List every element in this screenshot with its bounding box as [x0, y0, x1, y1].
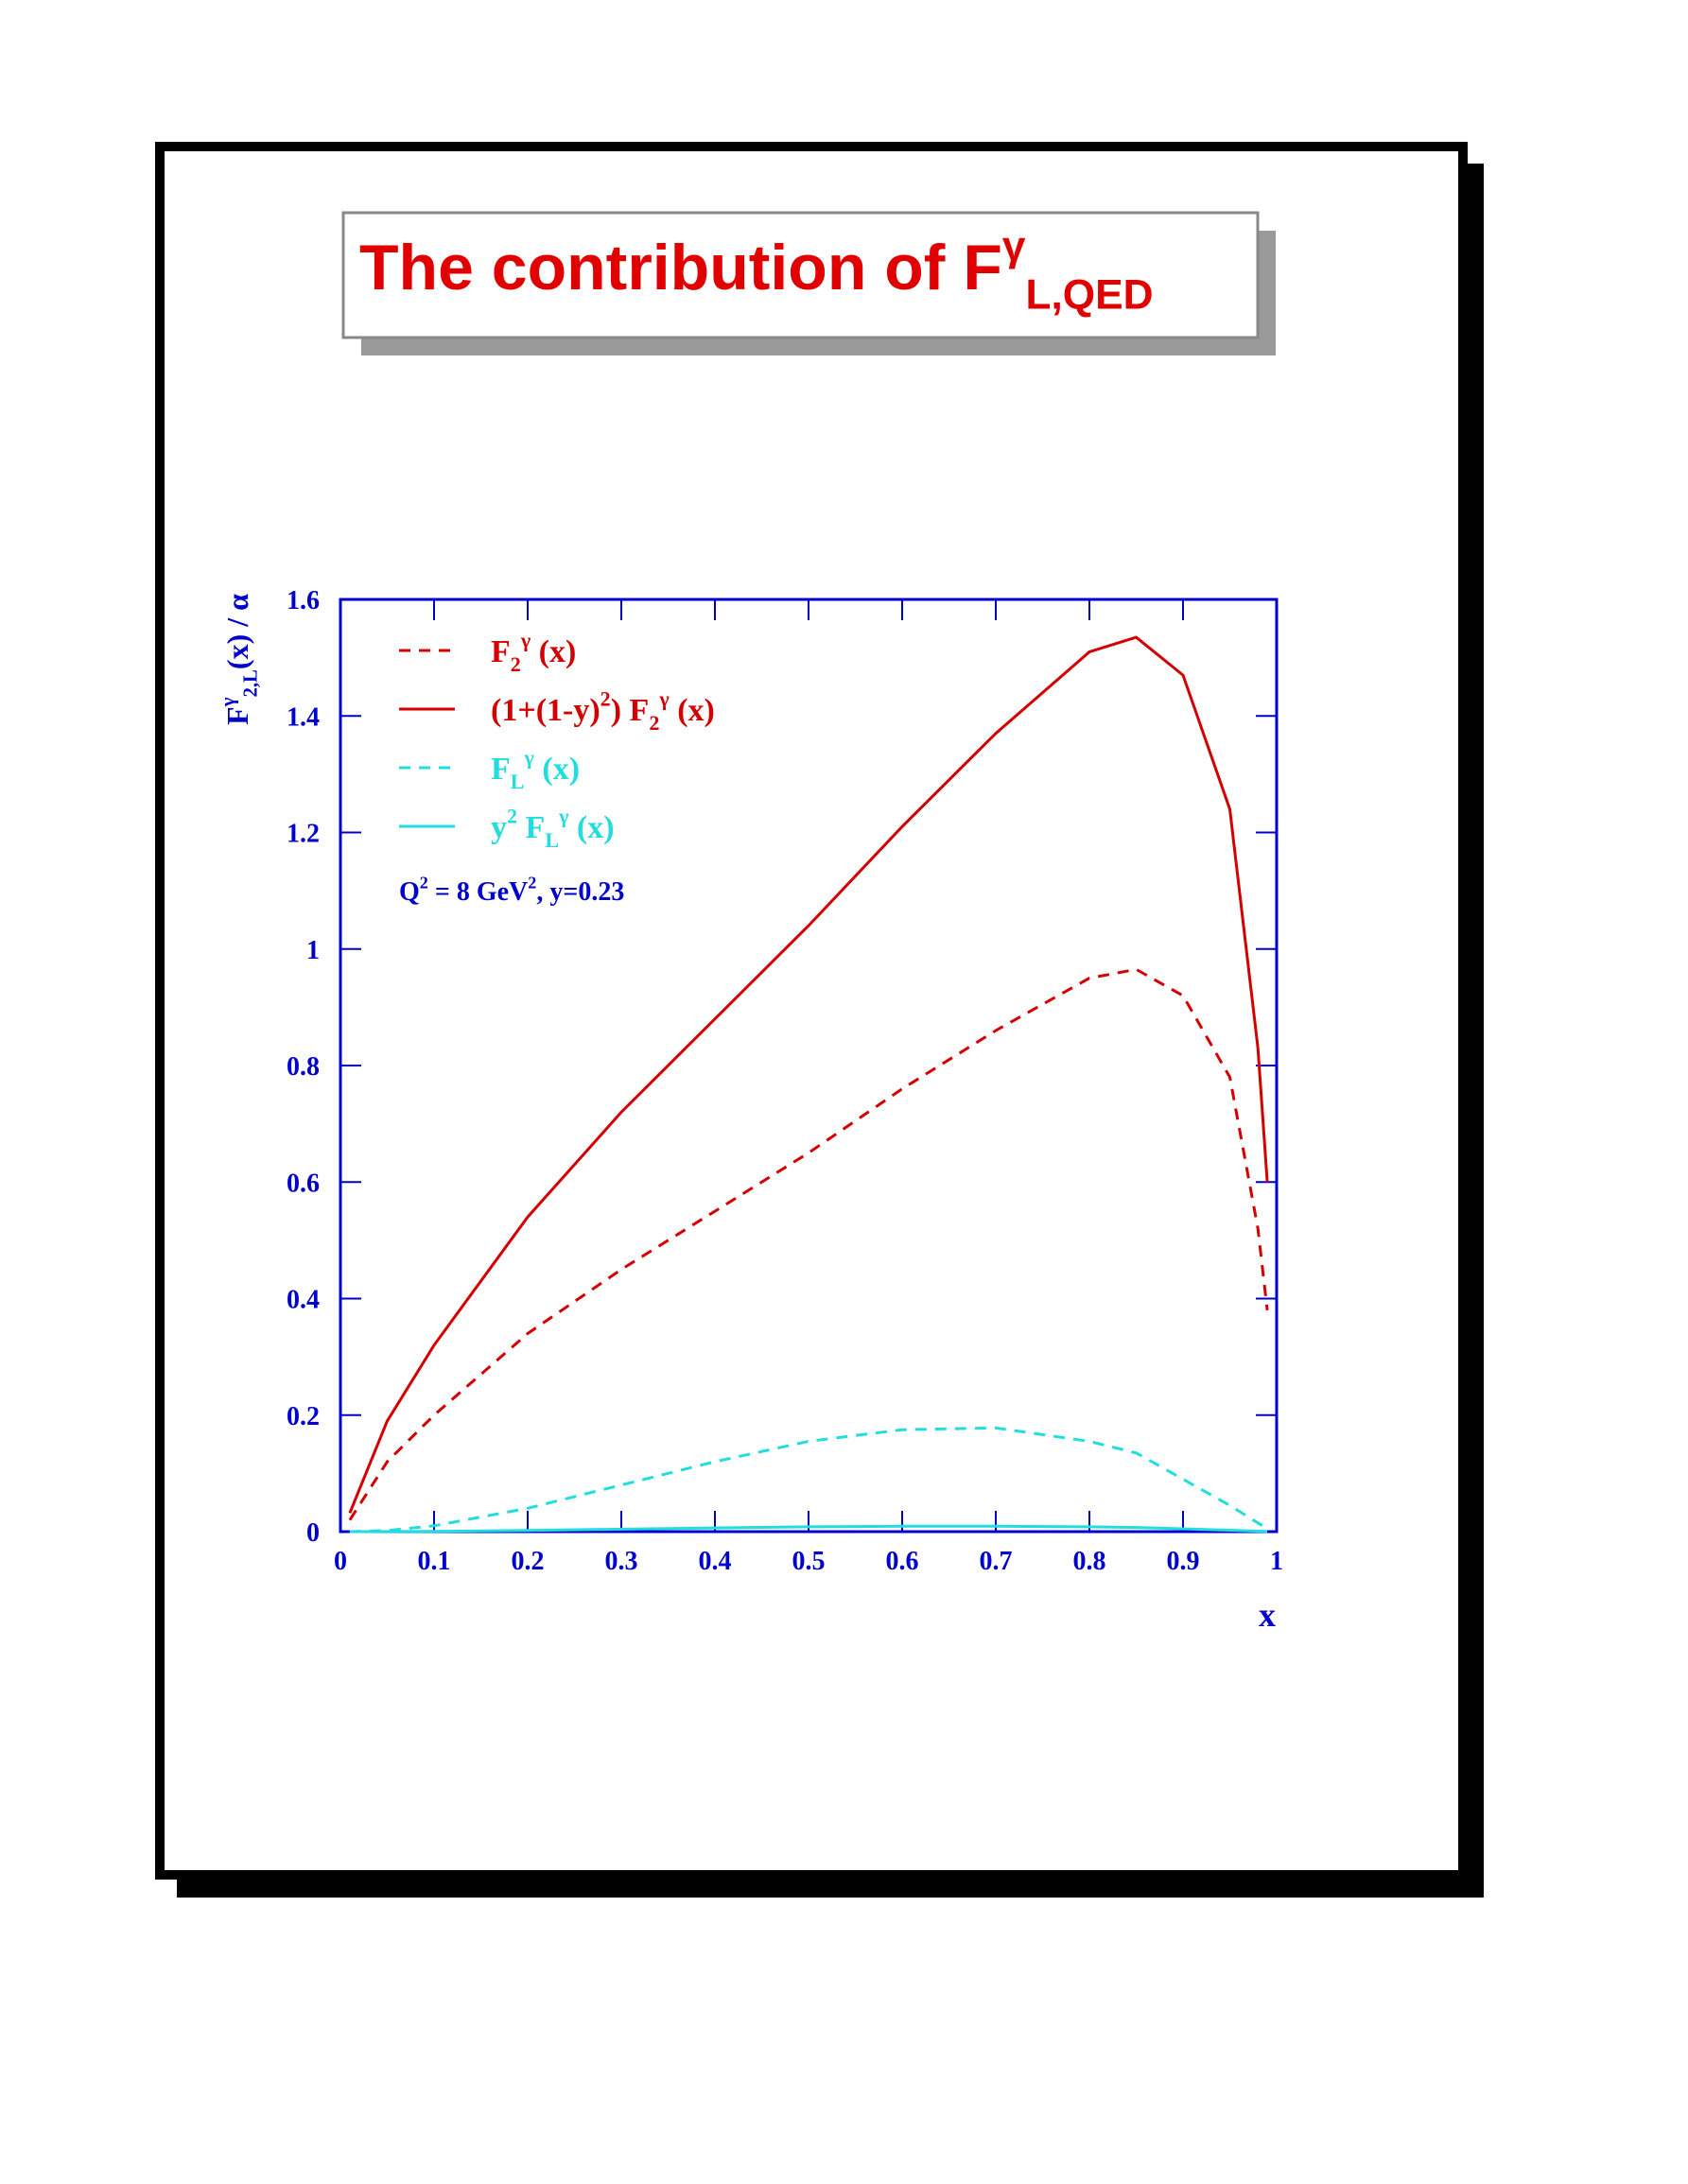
y-tick-label: 1.2 [287, 820, 320, 849]
x-tick-label: 0.6 [886, 1547, 919, 1576]
y-axis-label: Fγ2,L(x) / α [218, 594, 262, 725]
legend-label: y2 FLγ (x) [491, 805, 615, 853]
y-tick-label: 1.6 [287, 586, 320, 615]
series-line [349, 1426, 1268, 1534]
y-tick-label: 1 [306, 936, 320, 965]
y-tick-label: 0 [306, 1518, 320, 1548]
series-line [349, 1524, 1268, 1534]
chart-title: The contribution of FγL,QED [359, 223, 1153, 318]
x-tick-label: 0.4 [699, 1547, 732, 1576]
title-box [341, 211, 1260, 339]
legend-label: (1+(1-y)2) F2γ (x) [491, 687, 715, 736]
x-axis-label: x [1259, 1596, 1276, 1634]
x-tick-label: 0.7 [980, 1547, 1013, 1576]
y-tick-label: 0.6 [287, 1169, 320, 1198]
y-tick-label: 0.8 [287, 1052, 320, 1082]
y-tick-label: 0.2 [287, 1402, 320, 1431]
frame [155, 142, 1468, 1880]
legend-label: F2γ (x) [491, 629, 576, 677]
series-line [348, 635, 1269, 1514]
x-tick-label: 1 [1270, 1547, 1283, 1576]
x-tick-label: 0.8 [1073, 1547, 1106, 1576]
x-tick-label: 0.2 [512, 1547, 545, 1576]
x-tick-label: 0.1 [418, 1547, 451, 1576]
x-tick-label: 0.9 [1167, 1547, 1200, 1576]
x-tick-label: 0.3 [605, 1547, 638, 1576]
annotation: Q2 = 8 GeV2, y=0.23 [399, 873, 624, 907]
y-tick-label: 1.4 [287, 702, 320, 732]
x-tick-label: 0.5 [792, 1547, 826, 1576]
x-tick-label: 0 [334, 1547, 347, 1576]
legend-label: FLγ (x) [491, 746, 580, 794]
y-tick-label: 0.4 [287, 1286, 320, 1315]
